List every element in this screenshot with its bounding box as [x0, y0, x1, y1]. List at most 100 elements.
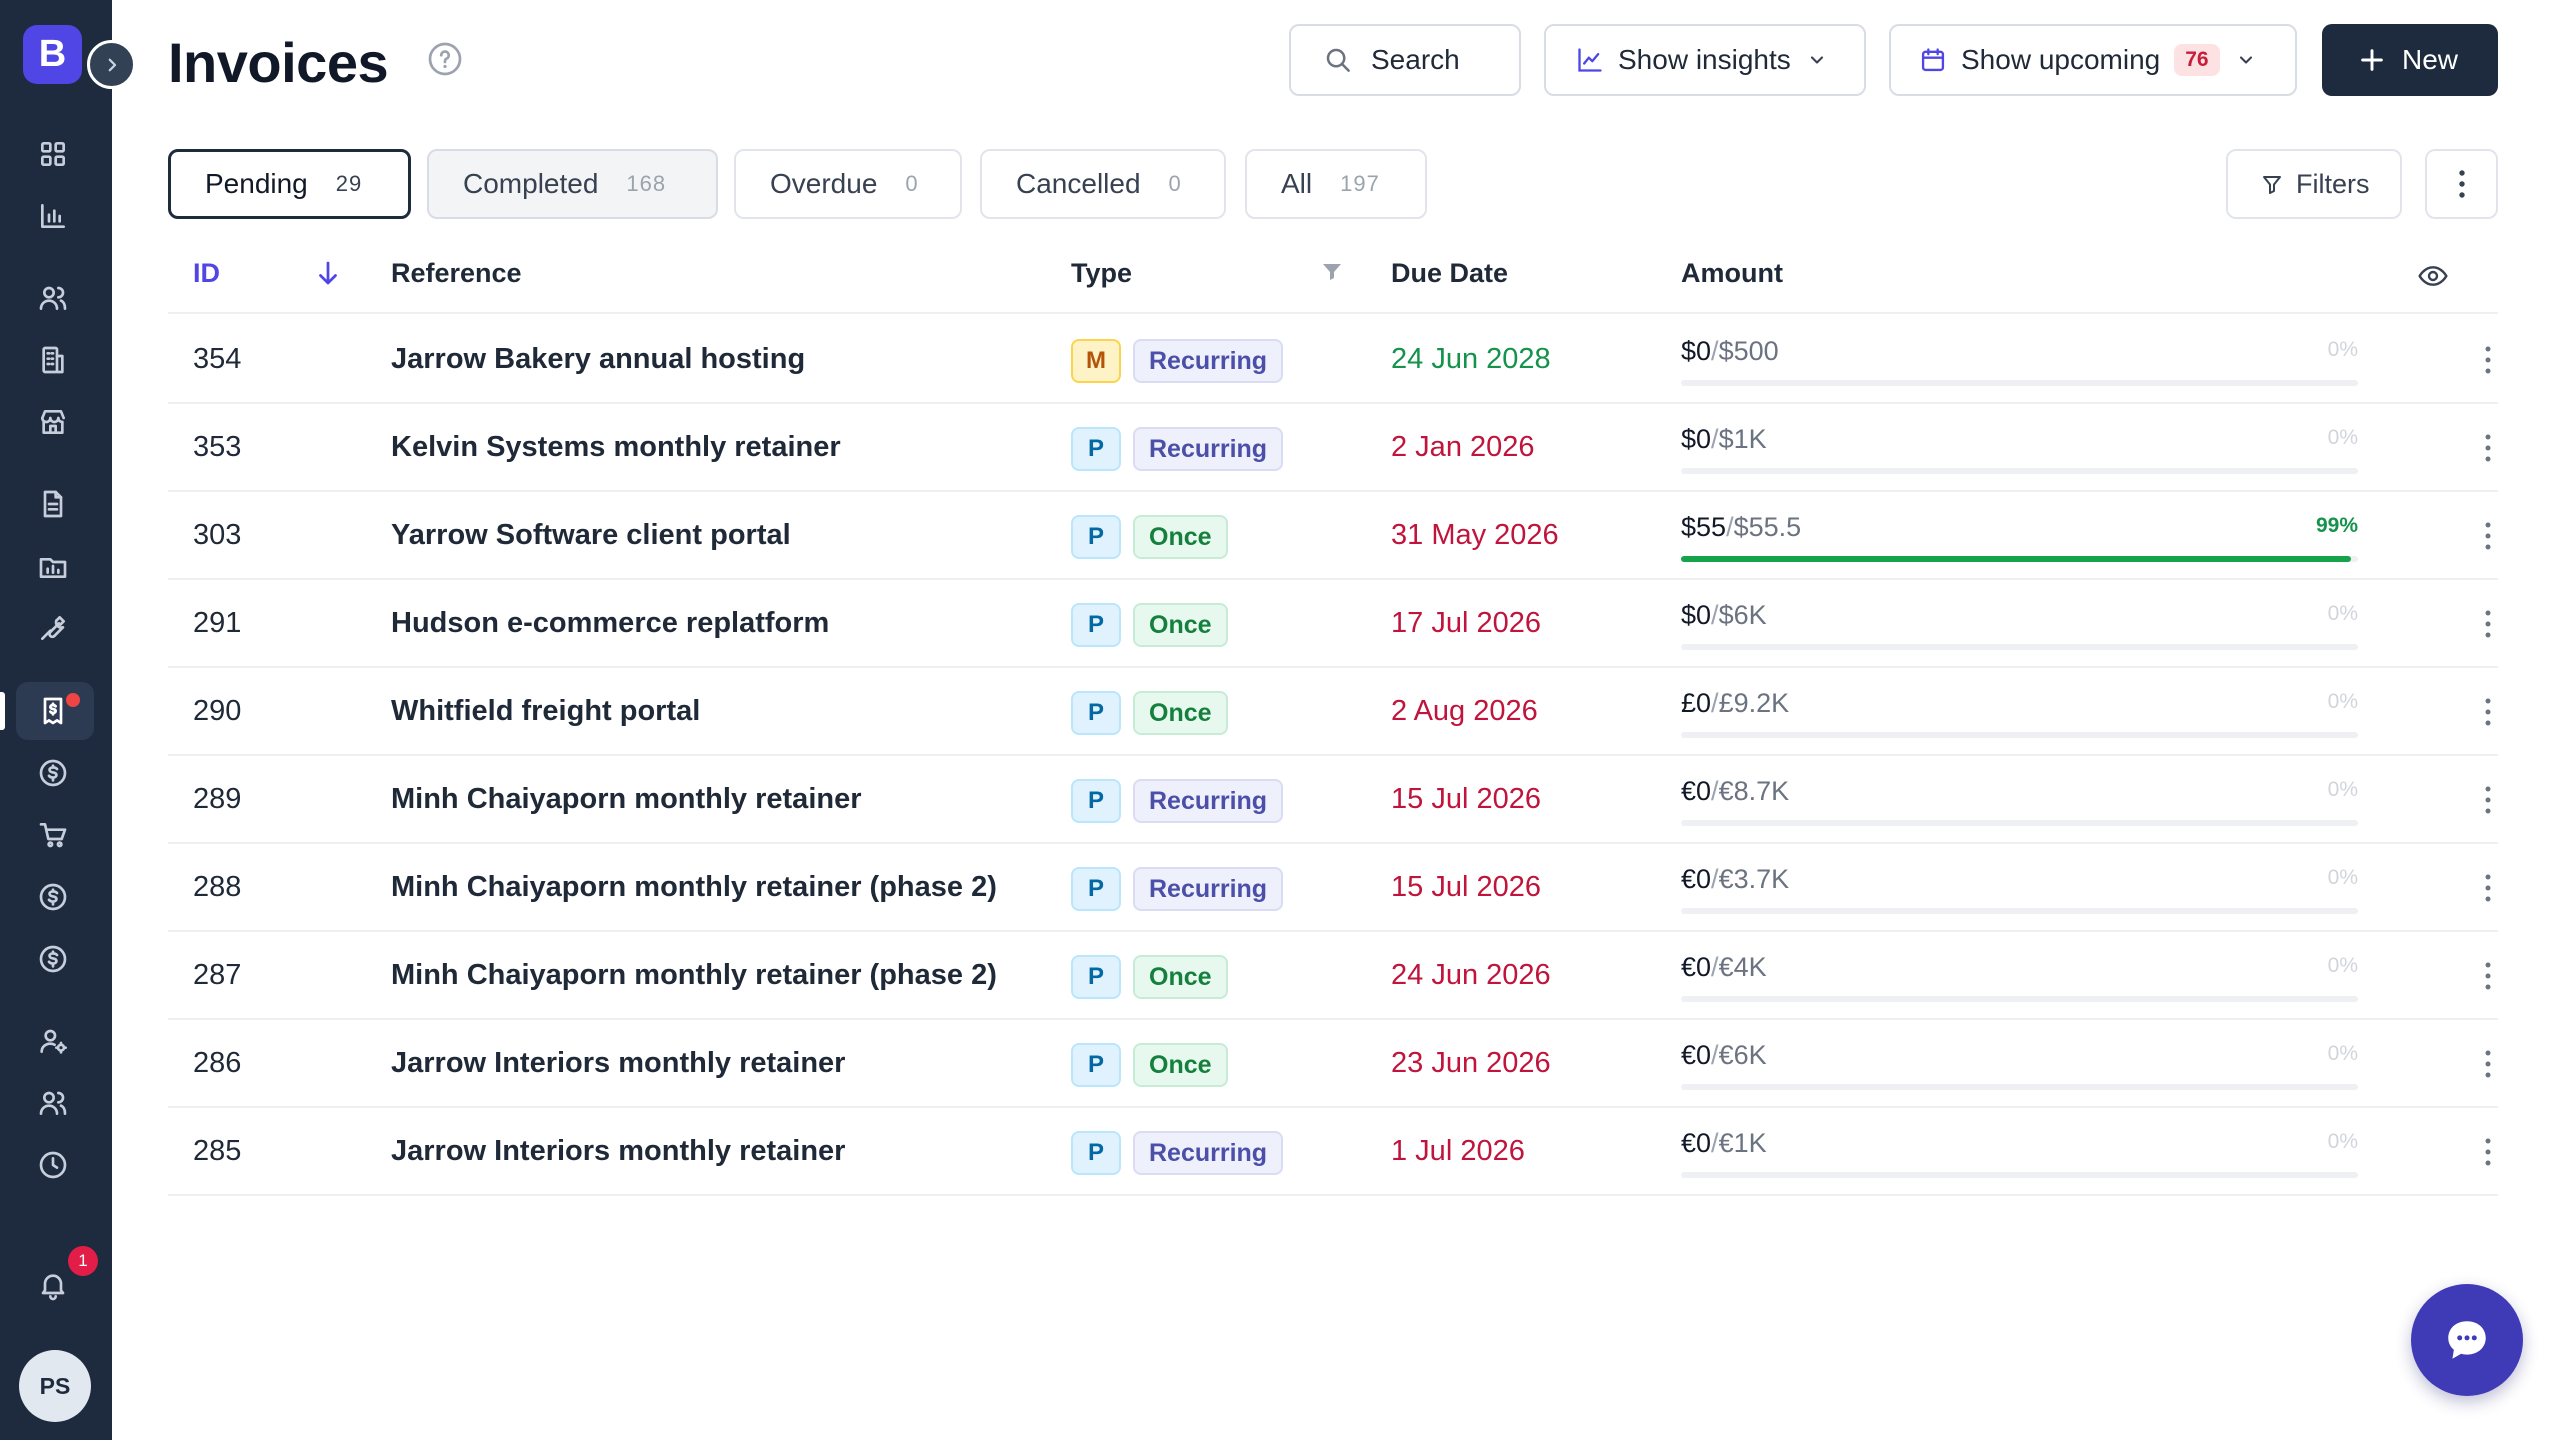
contacts-icon[interactable] — [33, 278, 73, 318]
row-actions-button[interactable] — [2470, 606, 2506, 642]
search-button[interactable]: Search — [1289, 24, 1521, 96]
table-row[interactable]: 288 Minh Chaiyaporn monthly retainer (pha… — [168, 844, 2498, 932]
table-row[interactable]: 290 Whitfield freight portal P Once 2 Aug 20… — [168, 668, 2498, 756]
show-upcoming-label: Show upcoming — [1961, 44, 2161, 75]
invoice-reference[interactable]: Whitfield freight portal — [391, 695, 701, 727]
payments-dollar-icon[interactable] — [33, 753, 73, 793]
dashboard-icon[interactable] — [33, 134, 73, 174]
invoice-id: 354 — [193, 343, 242, 375]
show-insights-dropdown[interactable]: Show insights — [1544, 24, 1866, 96]
tools-wrench-icon[interactable] — [33, 608, 73, 648]
row-actions-button[interactable] — [2470, 1046, 2506, 1082]
amount-total: €4K — [1718, 952, 1767, 982]
invoice-reference[interactable]: Kelvin Systems monthly retainer — [391, 431, 841, 463]
column-header-type[interactable]: Type — [1071, 258, 1133, 288]
payment-percent: 0% — [2327, 426, 2358, 449]
table-row[interactable]: 289 Minh Chaiyaporn monthly retainer P Recu… — [168, 756, 2498, 844]
payment-progress-fill — [1681, 556, 2352, 562]
new-button-label: New — [2402, 44, 2459, 75]
invoice-reference[interactable]: Minh Chaiyaporn monthly retainer — [391, 783, 862, 815]
help-question-icon[interactable] — [427, 41, 463, 77]
reports-chart-icon[interactable] — [33, 196, 73, 236]
column-header-amount[interactable]: Amount — [1681, 258, 1783, 288]
search-label: Search — [1371, 44, 1460, 75]
notifications-bell-icon[interactable] — [33, 1265, 73, 1305]
user-avatar[interactable]: PS — [19, 1350, 91, 1422]
payment-percent: 0% — [2327, 866, 2358, 889]
invoice-reference[interactable]: Jarrow Bakery annual hosting — [391, 343, 806, 375]
tab-label: Completed — [463, 168, 599, 199]
due-date: 15 Jul 2026 — [1391, 871, 1541, 903]
payment-progress-bar — [1681, 1084, 2358, 1090]
search-icon — [1326, 48, 1350, 72]
user-settings-icon[interactable] — [33, 1021, 73, 1061]
sort-arrow-down-icon[interactable] — [313, 258, 343, 288]
show-upcoming-dropdown[interactable]: Show upcoming 76 — [1889, 24, 2297, 96]
more-vertical-icon — [2485, 874, 2491, 902]
row-actions-button[interactable] — [2470, 430, 2506, 466]
invoice-reference[interactable]: Yarrow Software client portal — [391, 519, 791, 551]
table-row[interactable]: 287 Minh Chaiyaporn monthly retainer (pha… — [168, 932, 2498, 1020]
expenses-dollar-icon[interactable] — [33, 877, 73, 917]
column-filter-icon[interactable] — [1320, 260, 1344, 284]
row-actions-button[interactable] — [2470, 694, 2506, 730]
shopping-cart-icon[interactable] — [33, 815, 73, 855]
row-actions-button[interactable] — [2470, 342, 2506, 378]
invoice-reference[interactable]: Minh Chaiyaporn monthly retainer (phase … — [391, 871, 997, 903]
amount-separator: / — [1711, 1040, 1719, 1070]
time-clock-icon[interactable] — [33, 1145, 73, 1185]
row-actions-button[interactable] — [2470, 870, 2506, 906]
invoice-reference[interactable]: Hudson e-commerce replatform — [391, 607, 830, 639]
row-actions-button[interactable] — [2470, 1134, 2506, 1170]
table-row[interactable]: 353 Kelvin Systems monthly retainer P Recur… — [168, 404, 2498, 492]
table-row[interactable]: 286 Jarrow Interiors monthly retainer P Onc… — [168, 1020, 2498, 1108]
column-header-due-date[interactable]: Due Date — [1391, 258, 1509, 288]
invoice-id: 353 — [193, 431, 242, 463]
document-icon[interactable] — [33, 484, 73, 524]
amount-total: $1K — [1718, 424, 1767, 454]
tab-overdue[interactable]: Overdue 0 — [734, 149, 962, 219]
row-actions-button[interactable] — [2470, 782, 2506, 818]
new-invoice-button[interactable]: New — [2322, 24, 2498, 96]
invoice-reference[interactable]: Minh Chaiyaporn monthly retainer (phase … — [391, 959, 997, 991]
tab-cancelled[interactable]: Cancelled 0 — [980, 149, 1226, 219]
payment-percent: 0% — [2327, 1042, 2358, 1065]
tab-completed[interactable]: Completed 168 — [427, 149, 718, 219]
invoice-reference[interactable]: Jarrow Interiors monthly retainer — [391, 1135, 846, 1167]
due-date: 24 Jun 2028 — [1391, 343, 1551, 375]
chat-support-button[interactable] — [2411, 1284, 2523, 1396]
table-row[interactable]: 285 Jarrow Interiors monthly retainer P Rec… — [168, 1108, 2498, 1196]
column-header-reference[interactable]: Reference — [391, 258, 522, 288]
column-header-id[interactable]: ID — [193, 258, 220, 288]
table-row[interactable]: 291 Hudson e-commerce replatform P Once 17 J… — [168, 580, 2498, 668]
filters-label: Filters — [2296, 168, 2370, 199]
companies-building-icon[interactable] — [33, 340, 73, 380]
row-actions-button[interactable] — [2470, 958, 2506, 994]
due-date: 23 Jun 2026 — [1391, 1047, 1551, 1079]
tab-label: Cancelled — [1016, 168, 1141, 199]
amount-total: €8.7K — [1718, 776, 1790, 806]
more-vertical-icon — [2485, 610, 2491, 638]
invoices-icon[interactable] — [33, 691, 73, 731]
more-options-button[interactable] — [2425, 149, 2498, 219]
sidebar-collapse-button[interactable] — [87, 40, 136, 89]
billing-dollar-icon[interactable] — [33, 939, 73, 979]
store-icon[interactable] — [33, 402, 73, 442]
invoice-id: 303 — [193, 519, 242, 551]
projects-chart-icon[interactable] — [33, 546, 73, 586]
more-vertical-icon — [2485, 786, 2491, 814]
invoice-type-badge: Once — [1133, 1043, 1228, 1087]
table-row[interactable]: 303 Yarrow Software client portal P Once 31 … — [168, 492, 2498, 580]
filters-button[interactable]: Filters — [2226, 149, 2402, 219]
invoice-reference[interactable]: Jarrow Interiors monthly retainer — [391, 1047, 846, 1079]
tab-pending[interactable]: Pending 29 — [168, 149, 411, 219]
page-title: Invoices — [168, 31, 389, 94]
invoice-type-badge: Once — [1133, 603, 1228, 647]
row-actions-button[interactable] — [2470, 518, 2506, 554]
table-row[interactable]: 354 Jarrow Bakery annual hosting M Recurrin… — [168, 316, 2498, 404]
amount-separator: / — [1726, 512, 1734, 542]
tab-all[interactable]: All 197 — [1245, 149, 1427, 219]
eye-visibility-icon[interactable] — [2417, 260, 2449, 292]
team-icon[interactable] — [33, 1083, 73, 1123]
app-logo[interactable]: B — [23, 25, 82, 84]
